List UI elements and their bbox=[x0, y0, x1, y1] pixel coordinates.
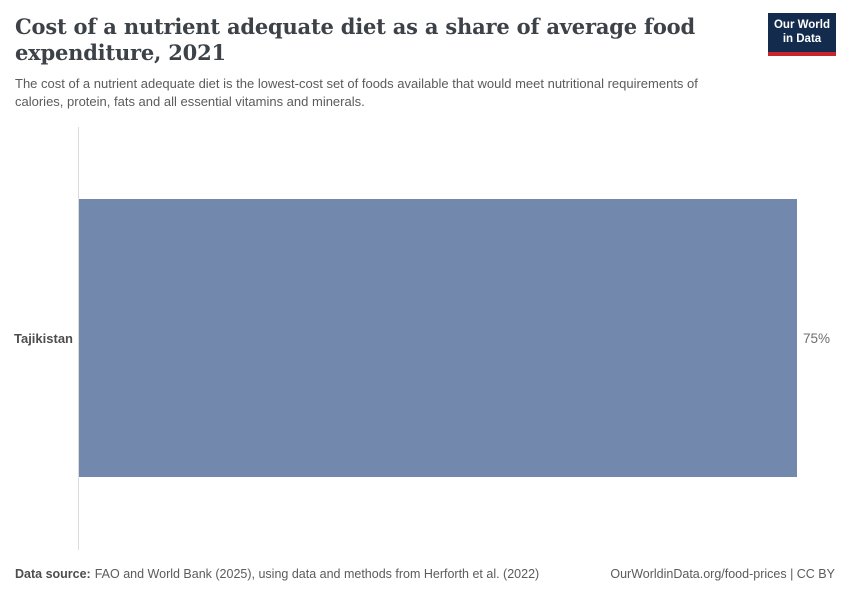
owid-logo[interactable]: Our World in Data bbox=[768, 13, 836, 56]
credit-link[interactable]: OurWorldinData.org/food-prices | CC BY bbox=[610, 567, 835, 581]
chart-footer: Data source: FAO and World Bank (2025), u… bbox=[15, 567, 835, 581]
data-source-label: Data source: bbox=[15, 567, 91, 581]
y-axis-line bbox=[78, 127, 79, 550]
owid-logo-line2: in Data bbox=[782, 32, 822, 45]
owid-logo-line1: Our World bbox=[773, 19, 830, 31]
data-source-text: FAO and World Bank (2025), using data an… bbox=[94, 567, 540, 581]
chart-subtitle-line2: calories, protein, fats and all essentia… bbox=[15, 93, 365, 109]
category-label-tajikistan: Tajikistan bbox=[13, 331, 73, 346]
plot-area bbox=[79, 199, 797, 477]
bar-tajikistan[interactable] bbox=[79, 199, 797, 477]
data-source-note: Data source: FAO and World Bank (2025), u… bbox=[15, 567, 539, 581]
chart-title-line1: Cost of a nutrient adequate diet as a sh… bbox=[15, 14, 695, 39]
chart-title-line2: expenditure, 2021 bbox=[15, 40, 226, 65]
chart-subtitle: The cost of a nutrient adequate diet is … bbox=[15, 75, 698, 110]
chart-subtitle-line1: The cost of a nutrient adequate diet is … bbox=[15, 76, 698, 91]
value-label-tajikistan: 75% bbox=[803, 331, 831, 346]
chart-title: Cost of a nutrient adequate diet as a sh… bbox=[15, 14, 695, 66]
